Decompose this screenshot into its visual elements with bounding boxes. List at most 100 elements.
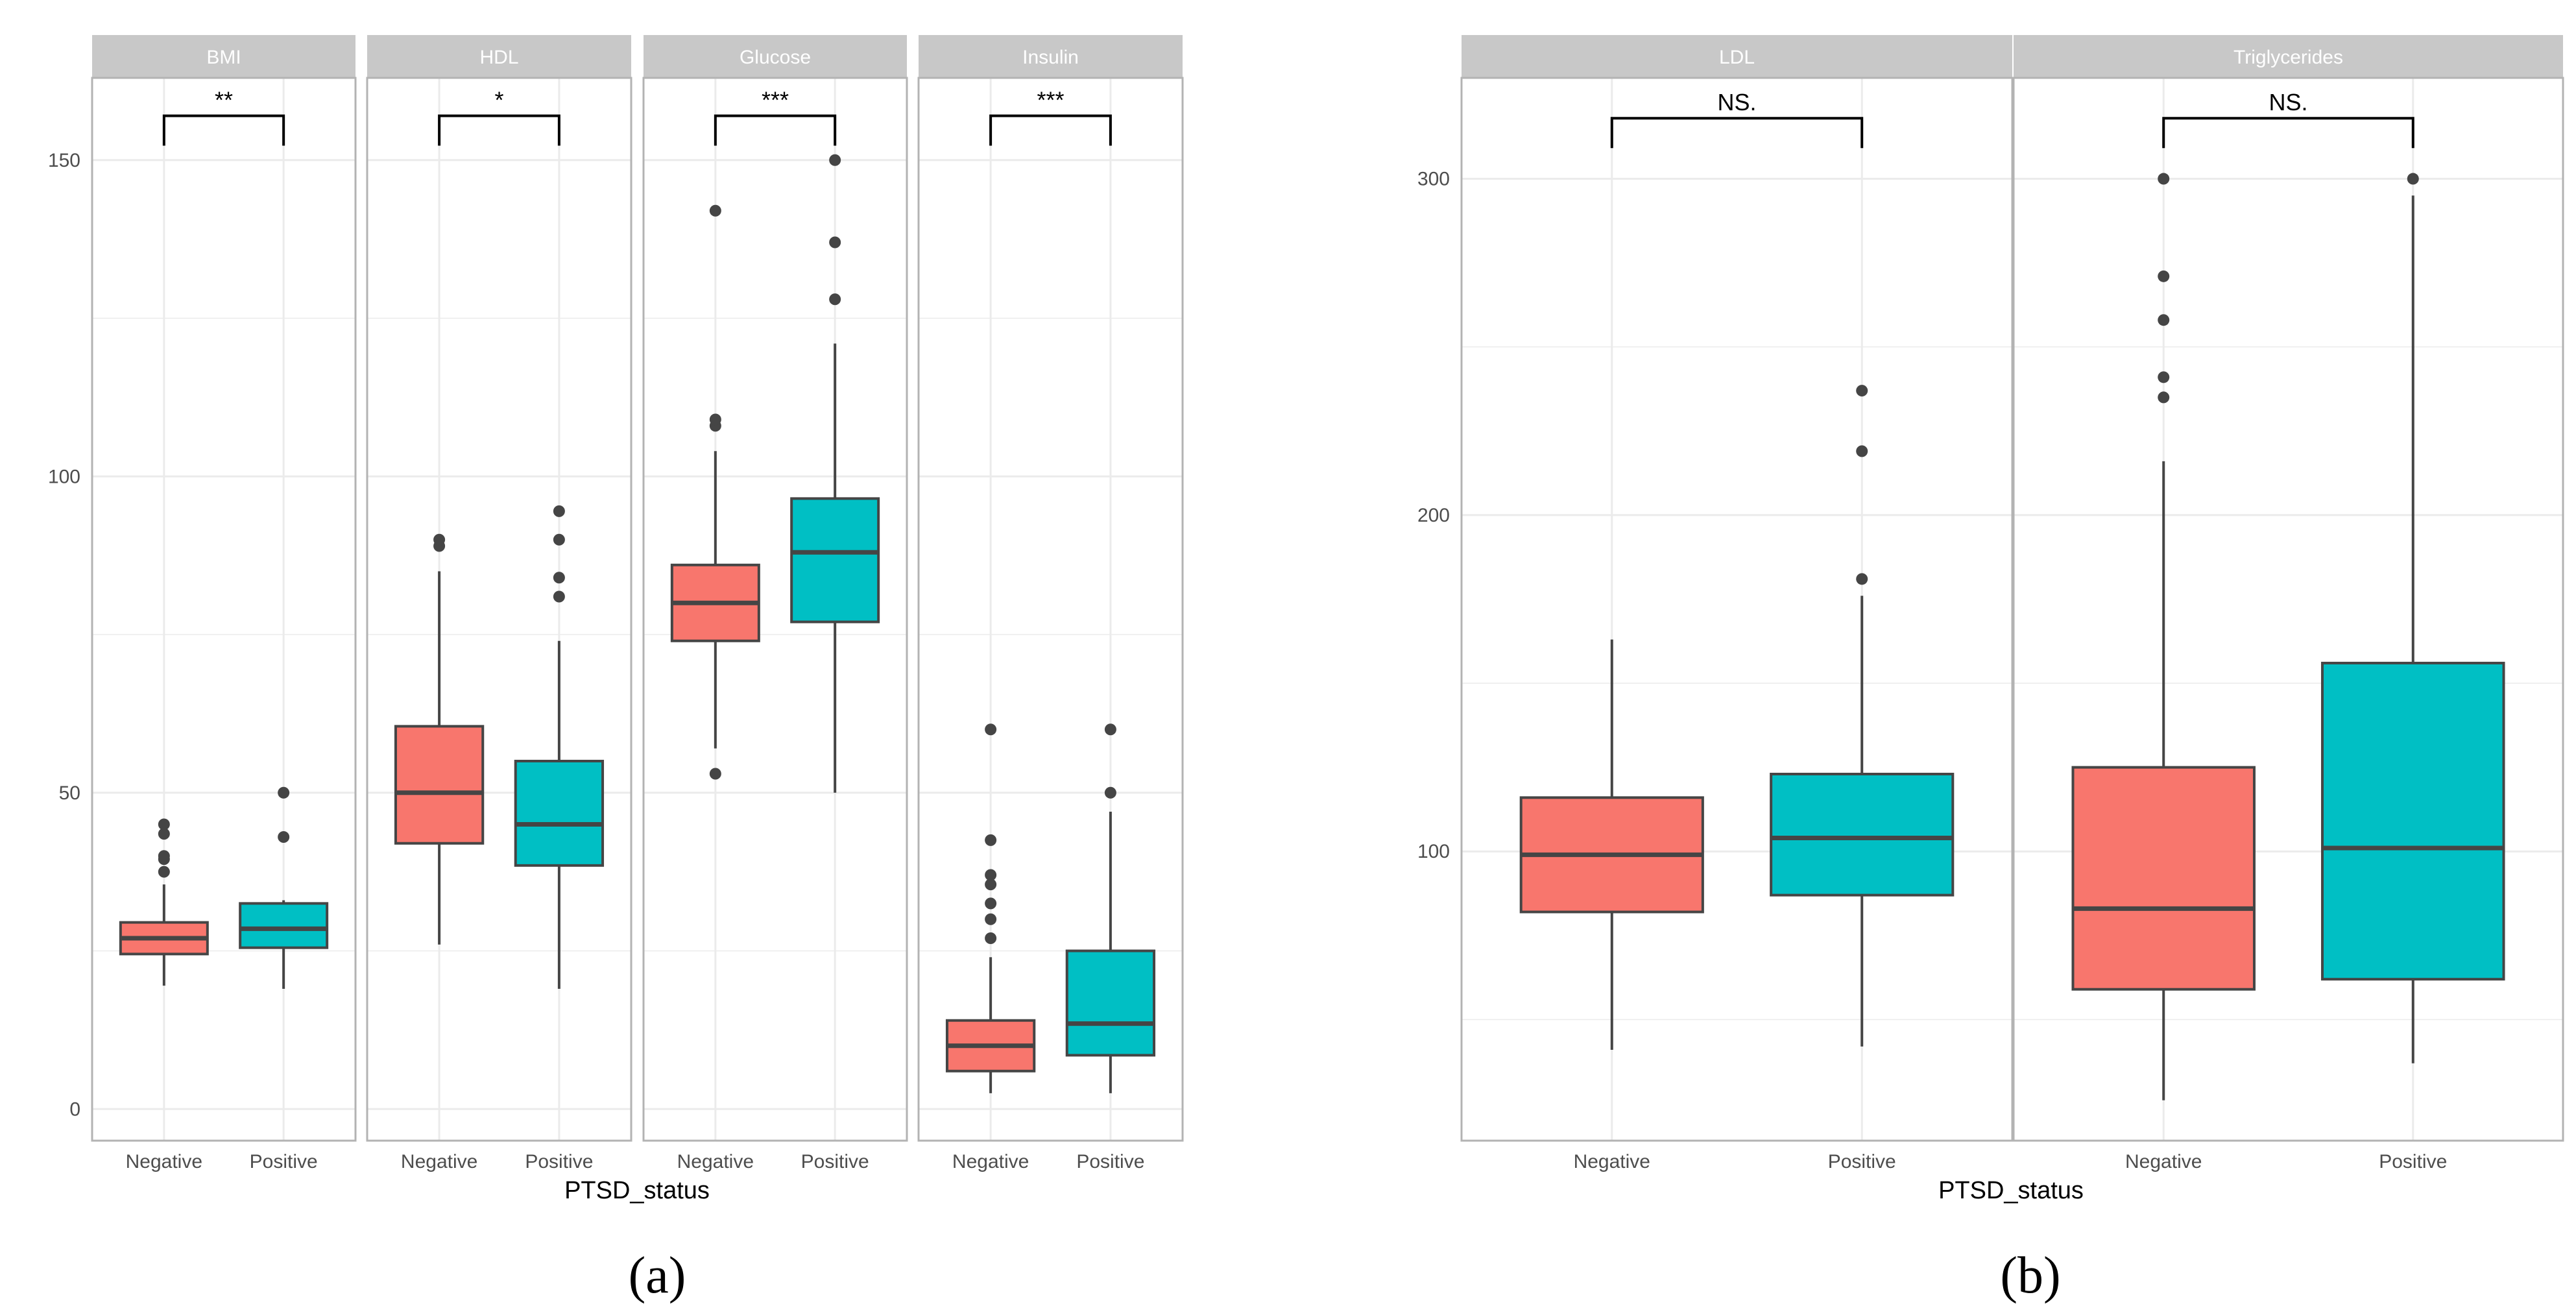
panel-border bbox=[366, 77, 632, 1142]
outlier-point bbox=[2407, 173, 2419, 185]
facet-hdl: HDL * Negative Positive bbox=[366, 35, 632, 1172]
outlier-point bbox=[985, 932, 997, 944]
significance-bracket bbox=[2162, 117, 2414, 149]
box-negative bbox=[2071, 173, 2256, 1100]
significance-bracket bbox=[1610, 117, 1864, 149]
significance-bracket bbox=[989, 114, 1112, 146]
box-negative bbox=[945, 723, 1036, 1093]
box-negative bbox=[394, 533, 485, 945]
outlier-point bbox=[278, 831, 290, 843]
iqr-box bbox=[394, 725, 485, 845]
panel-border bbox=[91, 77, 357, 1142]
y-tick-label-0: 0 bbox=[69, 1098, 80, 1120]
significance-label: * bbox=[494, 87, 503, 114]
outlier-point bbox=[1104, 723, 1116, 736]
box-positive bbox=[1065, 723, 1156, 1093]
x-tick-label-positive: Positive bbox=[1828, 1151, 1896, 1172]
outlier-point bbox=[829, 236, 841, 249]
y-tick-label-150: 150 bbox=[48, 150, 80, 171]
x-tick-label-positive: Positive bbox=[801, 1151, 869, 1172]
iqr-box bbox=[2071, 766, 2256, 991]
x-tick-label-negative: Negative bbox=[2125, 1151, 2202, 1172]
y-tick-label-100: 100 bbox=[48, 466, 80, 487]
outlier-point bbox=[985, 869, 997, 881]
box-positive bbox=[1770, 385, 1955, 1047]
outlier-point bbox=[1856, 445, 1868, 457]
outlier-point bbox=[553, 533, 565, 546]
significance-label: ** bbox=[215, 87, 233, 114]
box-negative bbox=[119, 818, 209, 986]
facet-insulin: Insulin *** Negative Positive bbox=[917, 35, 1184, 1172]
plot-background bbox=[1462, 78, 2012, 1141]
iqr-box bbox=[2321, 661, 2505, 981]
x-tick-label-positive: Positive bbox=[1076, 1151, 1144, 1172]
facet-strip bbox=[1462, 35, 2012, 78]
outlier-point bbox=[2158, 371, 2170, 383]
box-positive bbox=[239, 786, 329, 989]
x-tick-label-positive: Positive bbox=[2379, 1151, 2447, 1172]
x-tick-label-negative: Negative bbox=[401, 1151, 477, 1172]
facet-strip bbox=[919, 35, 1183, 78]
significance-label: *** bbox=[1037, 87, 1064, 114]
iqr-box bbox=[790, 497, 880, 624]
outlier-point bbox=[829, 154, 841, 166]
outlier-point bbox=[158, 828, 170, 840]
x-tick-label-negative: Negative bbox=[1574, 1151, 1650, 1172]
x-tick-label-positive: Positive bbox=[525, 1151, 593, 1172]
y-tick-label-50: 50 bbox=[59, 782, 80, 804]
outlier-point bbox=[158, 850, 170, 862]
box-positive bbox=[514, 505, 605, 989]
outlier-point bbox=[709, 768, 721, 780]
iqr-box bbox=[1770, 772, 1955, 897]
outlier-point bbox=[553, 505, 565, 517]
panel-label-a: (a) bbox=[629, 1247, 686, 1304]
x-tick-label-positive: Positive bbox=[250, 1151, 318, 1172]
x-axis-title: PTSD_status bbox=[1938, 1177, 2084, 1204]
facet-glucose: Glucose *** Negative Positive bbox=[642, 35, 908, 1172]
outlier-point bbox=[158, 866, 170, 878]
box-positive bbox=[2321, 173, 2505, 1063]
facet-strip bbox=[644, 35, 907, 78]
facet-strip bbox=[367, 35, 631, 78]
facet-title-ldl: LDL bbox=[1719, 47, 1755, 68]
outlier-point bbox=[985, 723, 997, 736]
significance-bracket bbox=[714, 114, 837, 146]
significance-bracket bbox=[438, 114, 560, 146]
box-negative bbox=[1519, 639, 1704, 1050]
outlier-point bbox=[1856, 385, 1868, 397]
x-tick-label-negative: Negative bbox=[126, 1151, 202, 1172]
outlier-point bbox=[553, 572, 565, 584]
facet-title-triglycerides: Triglycerides bbox=[2233, 47, 2343, 68]
iqr-box bbox=[514, 760, 605, 867]
plot-background bbox=[92, 78, 355, 1141]
outlier-point bbox=[2158, 270, 2170, 282]
facet-title-insulin: Insulin bbox=[1022, 47, 1079, 68]
panel-border bbox=[1460, 77, 2014, 1142]
outlier-point bbox=[433, 533, 446, 546]
outlier-point bbox=[278, 786, 290, 799]
panel-border bbox=[642, 77, 908, 1142]
outlier-point bbox=[2158, 173, 2170, 185]
outlier-point bbox=[1856, 573, 1868, 585]
y-tick-label-100: 100 bbox=[1417, 841, 1450, 862]
plot-background bbox=[367, 78, 631, 1141]
panel-a-chart: 0 50 100 150 BMI ** Negative Positive HDL * Negati… bbox=[48, 35, 1184, 1204]
x-tick-label-negative: Negative bbox=[677, 1151, 754, 1172]
significance-label: NS. bbox=[2269, 89, 2307, 115]
iqr-box bbox=[1065, 949, 1156, 1057]
outlier-point bbox=[158, 818, 170, 831]
significance-label: *** bbox=[762, 87, 789, 114]
outlier-point bbox=[985, 897, 997, 910]
outlier-point bbox=[829, 293, 841, 306]
outlier-point bbox=[709, 204, 721, 217]
outlier-point bbox=[985, 913, 997, 925]
panel-label-b: (b) bbox=[2000, 1247, 2060, 1304]
outlier-point bbox=[985, 879, 997, 891]
facet-triglycerides: Triglycerides NS. Negative Positive bbox=[2012, 35, 2564, 1172]
panel-border bbox=[917, 77, 1184, 1142]
panel-border bbox=[2012, 77, 2564, 1142]
box-negative bbox=[670, 204, 760, 780]
facet-strip bbox=[2014, 35, 2563, 78]
iqr-box bbox=[239, 902, 329, 949]
